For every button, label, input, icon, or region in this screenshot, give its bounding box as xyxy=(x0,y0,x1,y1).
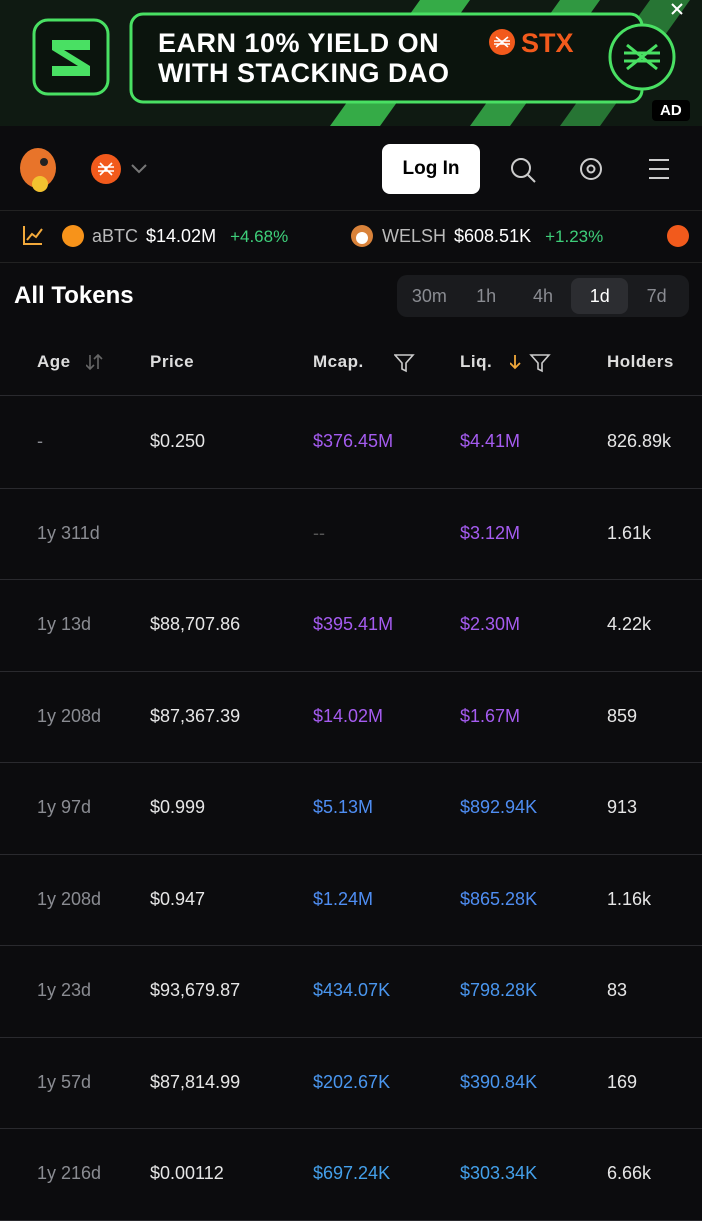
table-row[interactable]: 1y 208d $87,367.39 $14.02M $1.67M 859 xyxy=(0,671,702,763)
cell-liq: $865.28K xyxy=(460,888,538,909)
cell-age: 1y 208d xyxy=(37,705,102,726)
table-row[interactable]: 1y 311d -- $3.12M 1.61k xyxy=(0,488,702,580)
cell-holders: 913 xyxy=(607,797,638,817)
cell-liq: $798.28K xyxy=(460,980,538,1000)
cell-liq: $303.34K xyxy=(460,1163,538,1183)
nav-bar: Log In xyxy=(0,128,702,211)
timeframe-option[interactable]: 1d xyxy=(571,278,629,314)
cell-liq: $390.84K xyxy=(460,1071,538,1092)
ad-art xyxy=(32,0,690,126)
cell-price: $88,707.86 xyxy=(150,614,241,634)
cell-age: 1y 311d xyxy=(37,522,100,543)
ticker-mcap: $608.51K xyxy=(454,226,532,246)
login-button[interactable]: Log In xyxy=(382,144,480,194)
cell-age: 1y 216d xyxy=(37,1163,102,1183)
ad-banner[interactable]: EARN 10% YIELD ON STX WITH STACKING DAO … xyxy=(0,0,702,126)
cell-price: $87,814.99 xyxy=(150,1071,241,1092)
timeframe-option[interactable]: 7d xyxy=(646,286,667,306)
cell-mcap: $14.02M xyxy=(313,705,384,726)
cell-mcap: $1.24M xyxy=(313,888,374,909)
cell-holders: 1.61k xyxy=(607,522,652,543)
cell-age: 1y 208d xyxy=(37,888,102,909)
cell-age: 1y 23d xyxy=(37,980,92,1000)
table-row[interactable]: 1y 13d $88,707.86 $395.41M $2.30M 4.22k xyxy=(0,579,702,672)
column-header[interactable]: Price xyxy=(150,352,195,371)
column-header[interactable]: Holders xyxy=(607,352,674,371)
cell-price: $0.999 xyxy=(150,797,206,817)
ticker-mcap: $14.02M xyxy=(146,226,217,246)
cell-mcap: $697.24K xyxy=(313,1163,391,1183)
header-icon[interactable] xyxy=(510,353,552,373)
cell-price: $87,367.39 xyxy=(150,705,241,726)
cell-holders: 169 xyxy=(607,1071,638,1092)
ticker-item[interactable]: WELSH $608.51K +1.23% xyxy=(382,210,603,263)
cell-liq: $3.12M xyxy=(460,522,521,543)
cell-price: $0.947 xyxy=(150,888,206,909)
ticker-symbol: aBTC xyxy=(92,226,139,246)
ticker-icons xyxy=(23,225,689,247)
ad-badge: AD xyxy=(652,100,690,121)
cell-holders: 83 xyxy=(607,980,628,1000)
ticker-symbol: WELSH xyxy=(382,226,447,246)
cell-price: $0.250 xyxy=(150,431,206,451)
table-row[interactable]: 1y 23d $93,679.87 $434.07K $798.28K 83 xyxy=(0,945,702,1038)
cell-mcap: -- xyxy=(313,522,325,543)
table-row[interactable]: - $0.250 $376.45M $4.41M 826.89k xyxy=(0,396,702,489)
cell-holders: 1.16k xyxy=(607,888,652,909)
cell-age: 1y 57d xyxy=(37,1071,92,1092)
cell-liq: $2.30M xyxy=(460,614,521,634)
ticker-item[interactable]: aBTC $14.02M +4.68% xyxy=(92,210,288,263)
cell-price: $0.00112 xyxy=(150,1163,224,1183)
column-header[interactable]: Liq. xyxy=(460,352,493,371)
cell-holders: 4.22k xyxy=(607,614,652,634)
cell-liq: $1.67M xyxy=(460,705,521,726)
nav-icons-right[interactable] xyxy=(505,150,690,190)
timeframe-option[interactable]: 1h xyxy=(476,286,497,306)
timeframe-option[interactable]: 30m xyxy=(411,286,447,306)
header-icon[interactable] xyxy=(394,353,436,373)
cell-liq: $4.41M xyxy=(460,431,521,451)
ticker-change: +4.68% xyxy=(230,227,289,246)
cell-age: 1y 97d xyxy=(37,797,92,817)
cell-mcap: $5.13M xyxy=(313,797,374,817)
timeframe-option[interactable]: 4h xyxy=(532,286,553,306)
ad-line2: WITH STACKING DAO xyxy=(158,58,450,88)
cell-liq: $892.94K xyxy=(460,797,538,817)
table-row[interactable]: 1y 97d $0.999 $5.13M $892.94K 913 xyxy=(0,762,702,855)
cell-mcap: $395.41M xyxy=(313,614,394,634)
cell-holders: 6.66k xyxy=(607,1163,652,1183)
column-header[interactable]: Age xyxy=(37,352,71,371)
timeframe-selector: 30m 1h 4h 1d 7d xyxy=(397,275,689,317)
table-row[interactable]: 1y 57d $87,814.99 $202.67K $390.84K 169 xyxy=(0,1037,702,1129)
nav-icons-left xyxy=(20,148,147,192)
ad-token: STX xyxy=(521,28,574,58)
cell-mcap: $376.45M xyxy=(313,431,394,451)
table-row[interactable]: 1y 208d $0.947 $1.24M $865.28K 1.16k xyxy=(0,854,702,946)
ticker-change: +1.23% xyxy=(545,227,604,246)
table-header: Age Price Mcap. Liq. Holders xyxy=(0,330,702,396)
cell-holders: 826.89k xyxy=(607,431,672,451)
section-title: All Tokens xyxy=(14,282,134,309)
ticker-bar: aBTC $14.02M +4.68% WELSH $608.51K +1.23% xyxy=(0,210,702,263)
column-header[interactable]: Mcap. xyxy=(313,352,364,371)
cell-age: - xyxy=(37,431,43,451)
cell-price: $93,679.87 xyxy=(150,980,241,1000)
cell-mcap: $434.07K xyxy=(313,980,391,1000)
ad-line1: EARN 10% YIELD ON xyxy=(158,28,440,58)
table-row[interactable]: 1y 216d $0.00112 $697.24K $303.34K 6.66k xyxy=(0,1128,702,1221)
cell-mcap: $202.67K xyxy=(313,1071,391,1092)
cell-holders: 859 xyxy=(607,705,638,726)
header-icon[interactable] xyxy=(86,353,128,373)
cell-age: 1y 13d xyxy=(37,614,92,634)
